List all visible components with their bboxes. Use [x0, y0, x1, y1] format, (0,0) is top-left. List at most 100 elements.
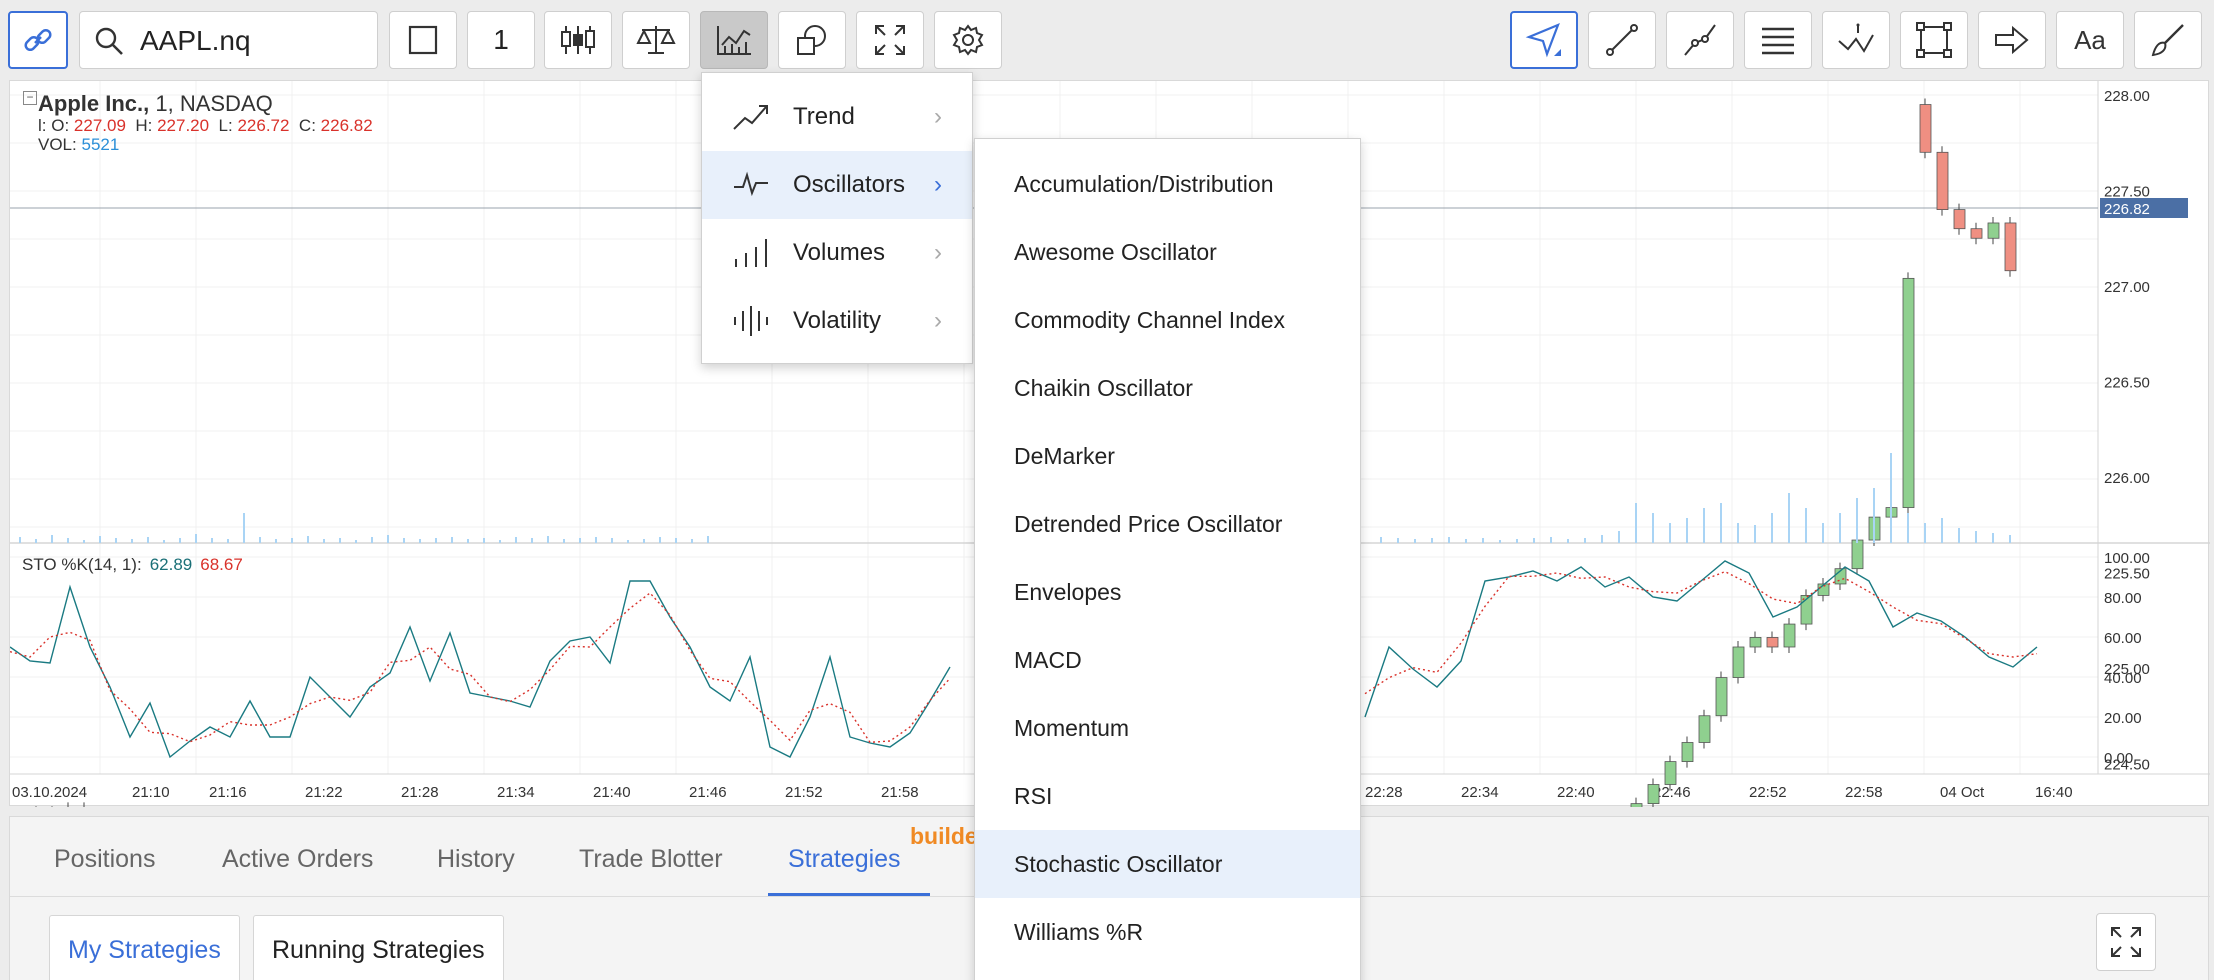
menu-item-volatility[interactable]: Volatility ›: [702, 287, 972, 355]
settings-button[interactable]: [934, 11, 1002, 69]
tab-strategies[interactable]: Strategies: [788, 845, 901, 873]
time-axis-label: 21:40: [593, 784, 631, 801]
time-axis-label: 22:34: [1461, 784, 1499, 801]
close-label: C:: [298, 116, 316, 135]
tab-trade-blotter[interactable]: Trade Blotter: [579, 845, 723, 873]
menu-item-envelopes[interactable]: Envelopes: [1014, 578, 1122, 605]
stochastic-d-value: 68.67: [200, 555, 243, 574]
open-label: l: O:: [38, 116, 70, 135]
menu-item-oscillators[interactable]: Oscillators ›: [702, 151, 972, 219]
last-price-tag: [2100, 198, 2188, 218]
line-tool-icon: [1606, 24, 1638, 56]
time-axis-label: 16:40: [2035, 784, 2073, 801]
menu-item-rsi[interactable]: RSI: [1014, 782, 1053, 809]
symbol-search-input[interactable]: AAPL.nq: [79, 11, 378, 69]
volume-bar: [195, 534, 197, 543]
multipoint-line-icon: [1684, 24, 1716, 56]
menu-item-volumes[interactable]: Volumes ›: [702, 219, 972, 287]
stochastic-k-value: 62.89: [149, 555, 193, 574]
volume-bar: [163, 540, 165, 543]
symbol-text: AAPL.nq: [140, 25, 251, 56]
expand-panel-button[interactable]: [2096, 913, 2156, 971]
price-axis-label: 226.00: [2104, 470, 2150, 487]
volume-bar: [1431, 538, 1433, 543]
volume-bar: [339, 538, 341, 543]
menu-item-demarker[interactable]: DeMarker: [1014, 442, 1115, 469]
menu-item-awesome-oscillator[interactable]: Awesome Oscillator: [1014, 238, 1217, 265]
volume-bar: [1448, 537, 1450, 543]
menu-item-trend[interactable]: Trend ›: [702, 83, 972, 151]
fibonacci-tool-button[interactable]: [1744, 11, 1812, 69]
indicators-button[interactable]: [700, 11, 768, 69]
subtab-running-strategies[interactable]: Running Strategies: [253, 915, 504, 980]
text-tool-icon: Aa: [2074, 24, 2106, 55]
menu-item-stochastic-oscillator[interactable]: Stochastic Oscillator: [975, 830, 1360, 898]
ohlc-legend: l: O: 227.09 H: 227.20 L: 226.72 C: 226.…: [38, 116, 373, 136]
volume-bar: [1601, 535, 1603, 543]
volume-bar: [1499, 540, 1501, 543]
menu-item-commodity-channel-index[interactable]: Commodity Channel Index: [1014, 306, 1286, 333]
volume-bar: [1533, 538, 1535, 543]
pattern-tool-button[interactable]: [1822, 11, 1890, 69]
cursor-tool-button[interactable]: [1510, 11, 1578, 69]
volume-bar: [67, 538, 69, 543]
price-axis-label: 224.50: [2104, 757, 2150, 774]
fullscreen-icon: [875, 25, 905, 55]
volume-bar: [2009, 535, 2011, 543]
candle-body: [1715, 677, 1728, 717]
ray-tool-button[interactable]: [1666, 11, 1734, 69]
candle-body: [1902, 277, 1915, 508]
compare-button[interactable]: [622, 11, 690, 69]
candle-body: [1681, 742, 1694, 762]
subtab-my-strategies[interactable]: My Strategies: [49, 915, 240, 980]
fullscreen-button[interactable]: [856, 11, 924, 69]
text-tool-button[interactable]: Aa: [2056, 11, 2124, 69]
toolbar: AAPL.nq 1: [0, 0, 2214, 80]
high-label: H:: [135, 116, 153, 135]
volume-bar: [275, 539, 277, 543]
menu-item-williams-r[interactable]: Williams %R: [1014, 918, 1144, 945]
interval-button[interactable]: 1: [467, 11, 535, 69]
volume-bar: [1584, 538, 1586, 543]
menu-item-chaikin-oscillator[interactable]: Chaikin Oscillator: [1014, 374, 1193, 401]
arrow-tool-button[interactable]: [1978, 11, 2046, 69]
volume-bar: [483, 538, 485, 543]
volume-bar: [35, 539, 37, 543]
rectangle-tool-button[interactable]: [1900, 11, 1968, 69]
collapse-legend-button[interactable]: −: [23, 91, 37, 105]
candle-body: [1800, 595, 1813, 625]
volume-bar: [691, 539, 693, 543]
volume-bar: [1941, 518, 1943, 543]
time-axis-label: 21:28: [401, 784, 439, 801]
volume-bar: [387, 535, 389, 543]
volume-bar: [1839, 513, 1841, 543]
trend-line-tool-button[interactable]: [1588, 11, 1656, 69]
shapes-icon: [797, 25, 826, 55]
menu-item-detrended-price-oscillator[interactable]: Detrended Price Oscillator: [1014, 510, 1283, 537]
volume-bar: [83, 540, 85, 543]
tab-active-orders[interactable]: Active Orders: [222, 845, 374, 873]
last-price-label: 226.82: [2104, 201, 2150, 218]
volume-bar: [1516, 539, 1518, 543]
time-axis-label: 03.10.2024: [12, 784, 87, 801]
chart-type-button[interactable]: [544, 11, 612, 69]
menu-item-macd[interactable]: MACD: [1014, 646, 1082, 673]
horizontal-lines-icon: [1762, 27, 1794, 55]
chart-layout-button[interactable]: [389, 11, 457, 69]
brush-icon: [2151, 24, 2184, 57]
brush-tool-button[interactable]: [2134, 11, 2202, 69]
price-axis-label: 228.00: [2104, 88, 2150, 105]
tab-positions[interactable]: Positions: [54, 845, 156, 873]
shapes-button[interactable]: [778, 11, 846, 69]
time-axis-label: 21:46: [689, 784, 727, 801]
link-button[interactable]: [8, 11, 68, 69]
volume-bar: [1414, 539, 1416, 543]
candle-body: [1749, 637, 1762, 648]
volume-bar: [1805, 508, 1807, 543]
menu-item-momentum[interactable]: Momentum: [1014, 714, 1130, 741]
menu-item-accumulation-distribution[interactable]: Accumulation/Distribution: [1014, 170, 1274, 197]
time-axis-label: 22:46: [1653, 784, 1691, 801]
square-layout-icon: [408, 25, 438, 55]
tab-history[interactable]: History: [437, 845, 515, 873]
